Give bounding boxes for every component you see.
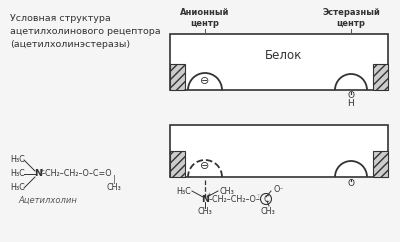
Bar	[373, 151, 388, 177]
Text: H₃C: H₃C	[10, 156, 25, 165]
Bar	[373, 64, 388, 90]
Text: O: O	[348, 179, 354, 188]
Bar	[170, 151, 185, 177]
Text: O: O	[348, 91, 354, 100]
Text: Эстеразный
центр: Эстеразный центр	[322, 8, 380, 28]
Text: C: C	[263, 195, 269, 204]
Text: O⁻: O⁻	[273, 184, 284, 194]
Text: N: N	[201, 195, 209, 204]
Text: H₃C: H₃C	[10, 169, 25, 179]
Text: Анионный
центр: Анионный центр	[180, 8, 230, 28]
Text: +: +	[206, 192, 212, 197]
Text: +: +	[39, 167, 45, 173]
Text: H₃C: H₃C	[10, 183, 25, 192]
Bar	[170, 34, 388, 90]
Text: CH₃: CH₃	[107, 183, 121, 192]
Text: Ацетилхолин: Ацетилхолин	[18, 196, 78, 204]
Text: H₃C: H₃C	[176, 187, 191, 196]
Text: H: H	[348, 98, 354, 107]
Text: CH₃: CH₃	[261, 206, 275, 215]
Bar	[170, 64, 185, 90]
Text: ⊖: ⊖	[200, 76, 210, 86]
Text: ⊖: ⊖	[200, 161, 210, 171]
Text: CH₃: CH₃	[198, 206, 212, 215]
Text: N: N	[34, 169, 42, 179]
Text: Белок: Белок	[265, 49, 302, 62]
Bar	[170, 125, 388, 177]
Text: –CH₂–CH₂–O–: –CH₂–CH₂–O–	[209, 195, 261, 204]
Text: –CH₂–CH₂–O–C=O: –CH₂–CH₂–O–C=O	[42, 169, 113, 179]
Text: CH₃: CH₃	[219, 187, 234, 196]
Text: |: |	[113, 175, 115, 184]
Text: T: T	[256, 194, 260, 198]
Text: Условная структура
ацетилхолинового рецептора
(ацетилхолинэстеразы): Условная структура ацетилхолинового реце…	[10, 14, 161, 49]
